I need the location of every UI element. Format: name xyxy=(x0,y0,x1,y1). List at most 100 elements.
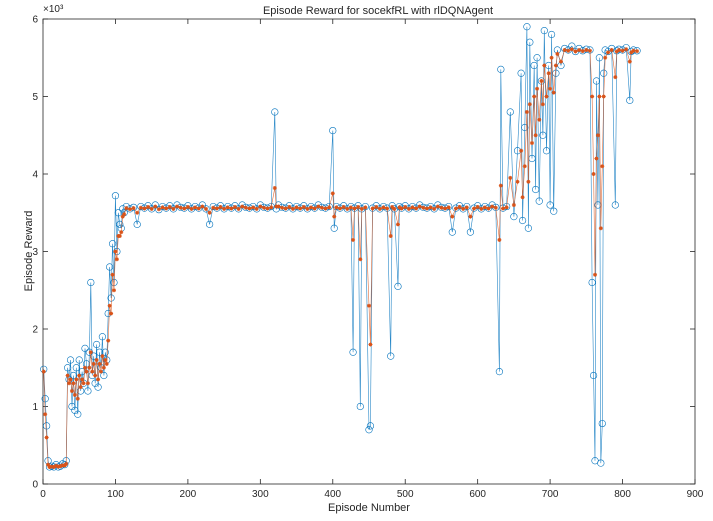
data-point xyxy=(175,204,180,209)
data-point xyxy=(75,396,80,401)
data-point xyxy=(526,179,531,184)
data-point xyxy=(41,369,46,374)
data-point xyxy=(211,205,216,210)
data-point xyxy=(142,206,147,211)
data-point xyxy=(573,49,578,54)
data-point xyxy=(631,48,636,53)
data-point xyxy=(330,191,335,196)
y-tick-label: 1 xyxy=(32,402,38,413)
data-point xyxy=(620,48,625,53)
data-point xyxy=(524,110,529,114)
data-point xyxy=(597,459,605,467)
data-point xyxy=(133,220,141,228)
plot-area xyxy=(42,18,696,485)
data-point xyxy=(520,195,525,200)
data-point xyxy=(72,364,80,372)
data-point xyxy=(84,369,89,374)
data-point xyxy=(530,141,534,145)
data-point xyxy=(614,49,619,54)
data-point xyxy=(377,206,382,211)
data-point xyxy=(403,204,408,209)
data-point xyxy=(101,348,109,356)
data-point xyxy=(390,205,398,213)
data-point xyxy=(200,204,205,209)
data-point xyxy=(98,333,107,341)
y-tick-label: 4 xyxy=(32,170,38,181)
data-point xyxy=(450,214,455,219)
data-point xyxy=(587,48,592,53)
data-point xyxy=(109,311,114,316)
y-axis: 0 1 2 3 4 5 6 xyxy=(32,15,695,491)
data-point xyxy=(466,228,475,236)
data-point xyxy=(482,205,487,210)
data-point xyxy=(395,222,400,227)
data-point xyxy=(43,422,51,430)
data-point xyxy=(225,205,230,210)
data-point xyxy=(329,127,337,135)
data-point xyxy=(497,237,502,242)
data-point xyxy=(523,23,531,31)
data-point xyxy=(546,71,551,76)
data-point xyxy=(522,164,527,169)
y-tick-label: 2 xyxy=(32,325,38,336)
data-point xyxy=(446,205,451,210)
data-point xyxy=(117,234,122,238)
data-point xyxy=(515,179,520,184)
data-point xyxy=(600,164,605,169)
data-point xyxy=(356,402,364,411)
data-point xyxy=(69,371,78,380)
data-point xyxy=(258,204,263,209)
data-point xyxy=(87,278,95,287)
data-point xyxy=(635,49,640,54)
x-tick-label: 200 xyxy=(180,489,197,500)
data-point xyxy=(334,205,339,210)
data-point xyxy=(352,206,357,211)
x-axis-label: Episode Number xyxy=(328,502,410,514)
data-point xyxy=(98,369,103,374)
data-point xyxy=(97,361,102,366)
data-point xyxy=(64,364,72,372)
data-point xyxy=(524,224,532,232)
data-point xyxy=(506,108,514,116)
data-point xyxy=(60,463,65,468)
data-point xyxy=(601,94,606,99)
data-point xyxy=(606,50,611,55)
data-point xyxy=(539,79,544,83)
data-point xyxy=(613,75,618,80)
data-point xyxy=(64,461,69,466)
data-point xyxy=(95,348,104,356)
data-point xyxy=(495,368,504,376)
y-tick-label: 3 xyxy=(32,247,38,258)
data-point xyxy=(553,63,558,68)
data-point xyxy=(569,47,574,52)
data-point xyxy=(160,205,165,210)
data-point xyxy=(367,303,371,308)
data-point xyxy=(119,230,124,235)
data-point xyxy=(167,204,172,209)
data-point xyxy=(75,356,83,364)
data-point xyxy=(111,192,120,200)
data-point xyxy=(414,206,419,211)
data-point xyxy=(370,206,375,211)
data-point xyxy=(120,214,125,219)
x-tick-label: 100 xyxy=(107,489,124,500)
data-point xyxy=(43,412,48,417)
data-point xyxy=(598,226,603,231)
data-point xyxy=(47,464,52,469)
data-point xyxy=(332,214,337,219)
data-point xyxy=(490,204,495,209)
y-tick-label: 6 xyxy=(32,15,38,26)
data-point xyxy=(146,204,151,209)
data-point xyxy=(113,249,118,254)
data-point xyxy=(551,90,556,95)
data-point xyxy=(114,209,122,217)
data-point xyxy=(107,303,112,308)
data-point xyxy=(359,206,364,211)
data-point xyxy=(616,48,621,52)
data-point xyxy=(269,205,274,210)
data-point xyxy=(87,365,92,370)
data-point xyxy=(280,205,285,210)
data-point xyxy=(71,406,79,414)
data-point xyxy=(94,383,102,391)
y-axis-label: Episode Reward xyxy=(23,211,35,292)
